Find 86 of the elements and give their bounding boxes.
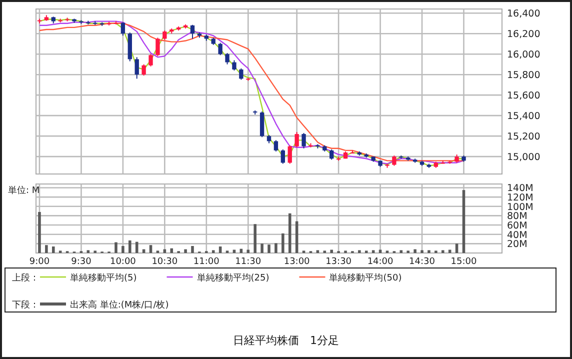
bar — [441, 250, 444, 253]
bar — [455, 244, 458, 253]
y-tick-label: 15,800 — [507, 70, 540, 82]
y-tick-label: 120M — [507, 192, 534, 204]
bar — [86, 250, 90, 253]
bar — [414, 249, 416, 253]
candlestick — [190, 24, 195, 40]
legend-label: 単純移動平均(25) — [196, 272, 270, 284]
bar — [378, 250, 382, 253]
annotation: 単位: M — [8, 185, 40, 196]
candlestick — [156, 37, 160, 57]
x-tick-label: 11:00 — [193, 257, 220, 267]
candlestick — [274, 140, 278, 152]
bar — [246, 250, 250, 253]
bar — [268, 244, 270, 253]
candlestick — [330, 148, 334, 160]
bar — [45, 245, 48, 253]
candlestick — [225, 52, 230, 65]
y-tick-label: 60M — [507, 220, 528, 232]
legend-label: 出来高 単位:(M株/口/枚) — [70, 300, 169, 310]
legend-label: 単純移動平均(5) — [70, 272, 137, 284]
x-tick-label: 11:30 — [235, 257, 262, 267]
candlestick — [302, 132, 306, 149]
candlestick — [260, 110, 264, 138]
y-tick-label: 16,400 — [507, 8, 540, 20]
bar — [128, 240, 132, 253]
bar — [428, 250, 430, 253]
x-tick-label: 13:00 — [284, 257, 310, 267]
candlestick — [392, 155, 396, 166]
y-tick-label: 20M — [507, 239, 528, 250]
x-tick-label: 15:00 — [450, 257, 477, 267]
bar — [358, 250, 361, 253]
bar — [170, 248, 174, 253]
candlestick — [280, 148, 285, 164]
bar — [372, 250, 375, 253]
y-tick-label: 15,600 — [507, 90, 540, 102]
candlestick — [134, 56, 139, 80]
bar — [52, 246, 55, 253]
bar — [191, 246, 194, 253]
x-tick-label: 10:00 — [110, 257, 136, 267]
bar — [462, 190, 466, 253]
y-tick-label: 15,400 — [507, 111, 540, 122]
bar — [288, 213, 292, 253]
bar — [114, 242, 118, 253]
candlestick — [120, 22, 126, 36]
bar — [122, 246, 124, 253]
bar — [400, 250, 403, 253]
y-tick-label: 100M — [507, 202, 534, 213]
candlestick — [218, 42, 222, 56]
candlestick — [288, 144, 292, 164]
bar — [212, 250, 215, 253]
x-tick-label: 9:00 — [29, 257, 50, 267]
y-tick-label: 40M — [507, 230, 528, 241]
bar — [232, 250, 236, 253]
bar — [330, 250, 333, 253]
x-tick-label: 14:00 — [367, 257, 394, 267]
bar — [420, 250, 424, 253]
legend-label: 単純移動平均(50) — [329, 272, 402, 284]
candlestick — [232, 60, 236, 71]
x-tick-label: 13:30 — [326, 257, 352, 267]
bar — [282, 233, 284, 253]
bar — [254, 224, 256, 253]
bar — [274, 243, 278, 253]
x-tick-label: 14:30 — [409, 257, 436, 267]
x-tick-label: 10:30 — [152, 257, 178, 267]
candlestick — [148, 54, 153, 67]
y-tick-label: 16,000 — [507, 50, 540, 61]
bar — [316, 250, 320, 253]
bar — [260, 244, 264, 253]
y-tick-label: 15,000 — [507, 152, 540, 164]
candlestick — [142, 64, 146, 76]
candlestick — [162, 30, 167, 40]
y-tick-label: 15,200 — [507, 132, 540, 143]
text: 日経平均株価 1分足 — [233, 334, 339, 347]
candlestick — [294, 131, 299, 148]
y-tick-label: 140M — [507, 183, 534, 194]
y-tick-label: 16,200 — [507, 29, 540, 40]
x-tick-label: 9:30 — [71, 257, 92, 267]
y-tick-label: 80M — [507, 211, 528, 222]
bar — [149, 245, 152, 253]
bar — [448, 250, 452, 253]
legend-title: 下段： — [12, 300, 39, 310]
legend-title: 上段： — [12, 272, 39, 284]
bar — [184, 249, 187, 253]
bar — [38, 212, 41, 253]
candlestick — [239, 68, 244, 80]
